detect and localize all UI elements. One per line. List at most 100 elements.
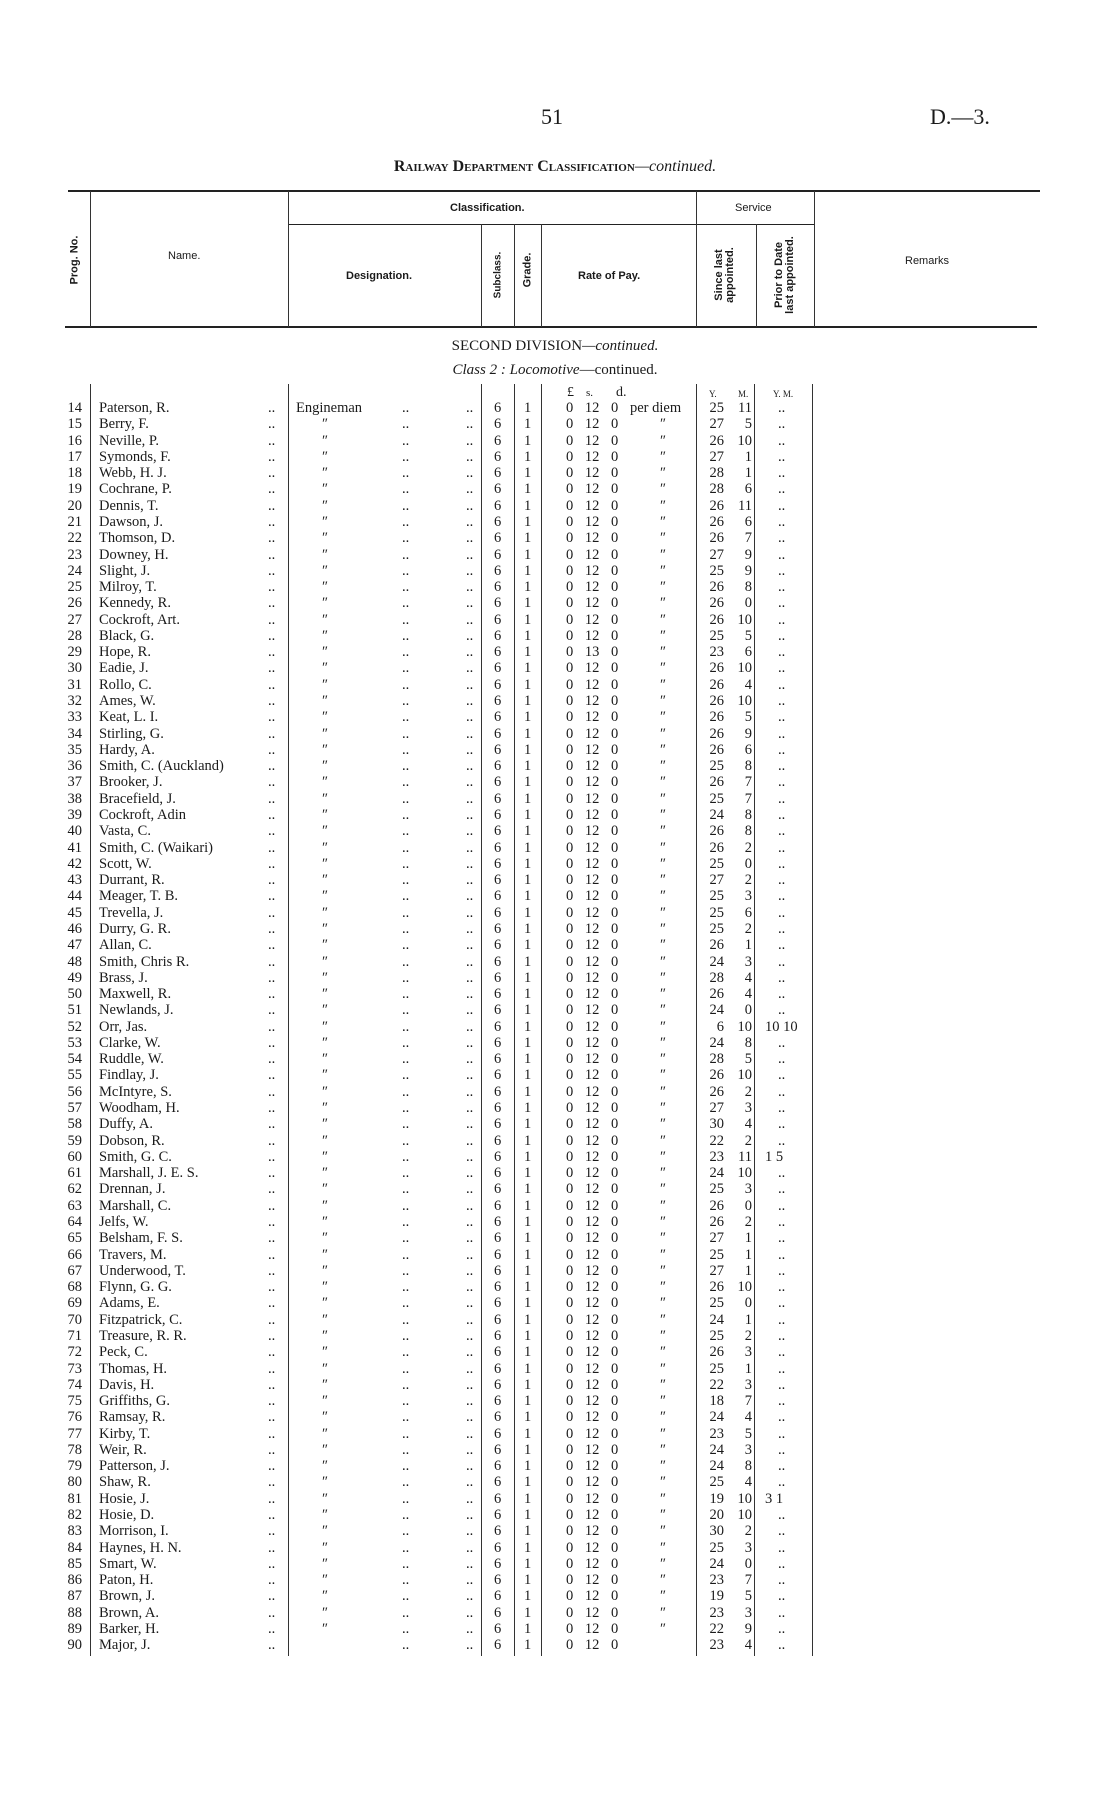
table-row: 27 Cockroft, Art... ″.... 6 1 0 12 0 ″ 26 10..: [0, 612, 1114, 628]
subclass: 6: [494, 1425, 502, 1442]
table-row: 64 Jelfs, W... ″.... 6 1 0 12 0 ″ 26 2..: [0, 1214, 1114, 1230]
designation: ″: [322, 1490, 329, 1507]
table-row: 68 Flynn, G. G... ″.... 6 1 0 12 0 ″ 26 10..: [0, 1279, 1114, 1295]
designation-leader: ..: [402, 1067, 410, 1084]
designation-leader: ..: [402, 807, 410, 823]
prog-no: 90: [67, 1637, 83, 1654]
grade: 1: [524, 465, 532, 482]
designation-leader: ..: [402, 888, 410, 905]
service-years: 19: [709, 1588, 725, 1605]
rate-unit: ″: [660, 693, 667, 710]
designation-leader: ..: [466, 986, 474, 1003]
prog-no: 27: [67, 611, 83, 628]
prog-no: 74: [67, 1376, 83, 1393]
service-months: 1: [744, 465, 752, 482]
grade: 1: [524, 888, 532, 905]
rate-of-pay: 0 12 0: [566, 1425, 619, 1442]
rate-of-pay: 0 12 0: [566, 660, 619, 677]
rate-unit: ″: [660, 1588, 667, 1605]
rate-unit: ″: [660, 1002, 667, 1019]
prior-service: ..: [778, 546, 786, 563]
prog-no: 80: [67, 1474, 83, 1491]
service-months: 4: [744, 1637, 752, 1654]
designation: ″: [322, 807, 329, 823]
subclass: 6: [494, 1018, 502, 1035]
prior-service: ..: [778, 1458, 786, 1475]
subclass: 6: [494, 1572, 502, 1589]
service-years: 30: [709, 1116, 725, 1133]
prog-no: 59: [67, 1132, 83, 1149]
service-months: 4: [744, 1116, 752, 1133]
prog-no: 48: [67, 953, 83, 970]
service-years: 6: [716, 1018, 724, 1035]
designation-leader: ..: [466, 725, 474, 742]
name-leader: ..: [268, 790, 276, 807]
rate-of-pay: 0 12 0: [566, 1181, 619, 1198]
designation-leader: ..: [466, 627, 474, 644]
rate-of-pay: 0 12 0: [566, 1116, 619, 1133]
service-months: 6: [744, 644, 752, 661]
name: Keat, L. I.: [99, 709, 159, 726]
header-sub-rule: [288, 224, 814, 225]
table-row: 49 Brass, J... ″.... 6 1 0 12 0 ″ 28 4..: [0, 970, 1114, 986]
rate-unit: ″: [660, 741, 667, 758]
name: Hosie, D.: [99, 1507, 155, 1524]
rate-unit: ″: [660, 855, 667, 872]
rate-of-pay: 0 12 0: [566, 1311, 619, 1328]
designation-leader: ..: [466, 676, 474, 693]
name-leader: ..: [268, 595, 276, 612]
grade: 1: [524, 1490, 532, 1507]
table-row: 60 Smith, G. C... ″.... 6 1 0 12 0 ″ 23 11 1 5: [0, 1149, 1114, 1165]
prog-no: 66: [67, 1246, 83, 1263]
rate-of-pay: 0 12 0: [566, 1637, 619, 1654]
rate-of-pay: 0 12 0: [566, 416, 619, 433]
prog-no: 55: [67, 1067, 83, 1084]
name-leader: ..: [268, 660, 276, 677]
prog-no: 23: [67, 546, 83, 563]
rate-of-pay: 0 12 0: [566, 1327, 619, 1344]
prior-service: ..: [778, 1588, 786, 1605]
rate-of-pay: 0 12 0: [566, 937, 619, 954]
rate-of-pay: 0 12 0: [566, 839, 619, 856]
designation-leader: ..: [466, 758, 474, 775]
subclass: 6: [494, 969, 502, 986]
designation-leader: ..: [466, 1181, 474, 1198]
name: Dobson, R.: [99, 1132, 165, 1149]
prog-no: 40: [67, 823, 83, 840]
prior-service: ..: [778, 888, 786, 905]
designation-leader: ..: [402, 644, 410, 661]
subclass: 6: [494, 1409, 502, 1426]
service-years: 20: [709, 1507, 725, 1524]
rate-of-pay: 0 12 0: [566, 546, 619, 563]
designation-leader: ..: [466, 774, 474, 791]
name: Rollo, C.: [99, 676, 152, 693]
prior-service: ..: [778, 465, 786, 482]
service-months: 0: [744, 595, 752, 612]
header-name: Name.: [168, 250, 201, 262]
designation: ″: [322, 530, 329, 547]
rate-of-pay: 0 12 0: [566, 986, 619, 1003]
subclass: 6: [494, 839, 502, 856]
designation-leader: ..: [466, 1425, 474, 1442]
designation-leader: ..: [402, 1181, 410, 1198]
table-row: 50 Maxwell, R... ″.... 6 1 0 12 0 ″ 26 4..: [0, 986, 1114, 1002]
name: Meager, T. B.: [99, 888, 179, 905]
rate-unit: ″: [660, 1490, 667, 1507]
rate-unit: ″: [660, 1214, 667, 1230]
designation-leader: ..: [402, 1474, 410, 1491]
name: Scott, W.: [99, 855, 152, 872]
service-months: 10: [737, 611, 753, 628]
unit-prior: Y. M.: [773, 389, 794, 399]
subclass: 6: [494, 855, 502, 872]
designation-leader: ..: [466, 920, 474, 937]
service-years: 24: [709, 1409, 725, 1426]
grade: 1: [524, 1458, 532, 1475]
grade: 1: [524, 920, 532, 937]
grade: 1: [524, 1555, 532, 1572]
grade: 1: [524, 416, 532, 433]
service-months: 9: [744, 562, 752, 579]
name-leader: ..: [268, 1523, 276, 1540]
grade: 1: [524, 807, 532, 823]
rate-of-pay: 0 12 0: [566, 774, 619, 791]
prior-service: ..: [778, 1393, 786, 1410]
